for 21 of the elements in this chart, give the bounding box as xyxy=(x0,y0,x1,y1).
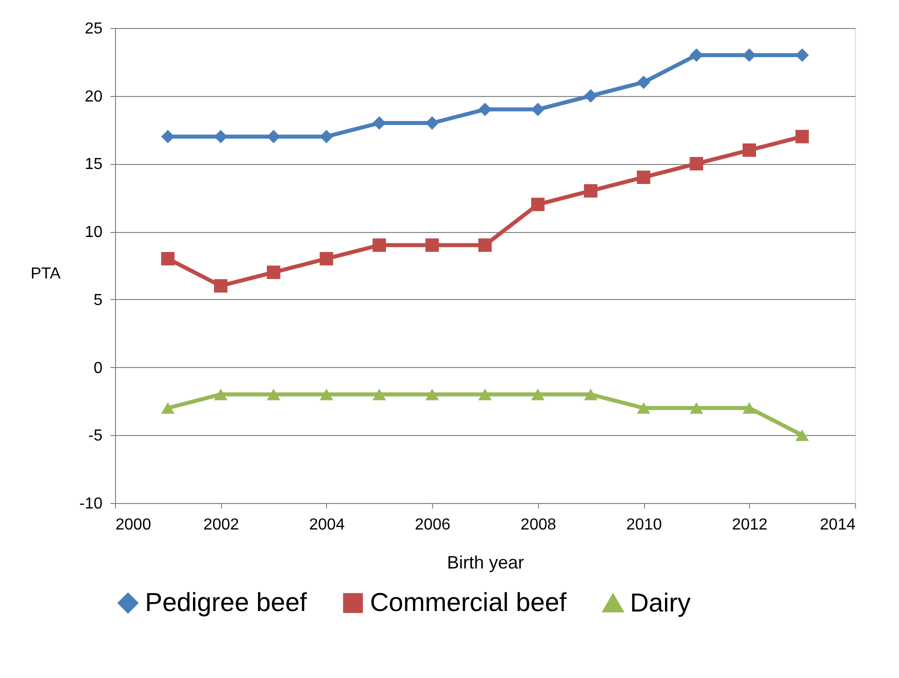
x-axis-title: Birth year xyxy=(446,552,524,572)
y-tick-label: 10 xyxy=(84,224,103,242)
x-tick-label: 2006 xyxy=(414,516,451,534)
legend-label: Dairy xyxy=(630,588,691,618)
y-tick-label: -5 xyxy=(88,428,103,445)
y-tick-label: 0 xyxy=(94,360,103,377)
x-tick-label: 2002 xyxy=(203,516,240,534)
x-tick-label: 2014 xyxy=(820,516,856,534)
x-tick-label: 2012 xyxy=(732,516,768,534)
y-tick-label: -10 xyxy=(79,496,103,512)
x-tick-label: 2008 xyxy=(520,516,556,534)
x-tick-label: 2004 xyxy=(309,516,345,534)
y-tick-label: 25 xyxy=(84,20,103,38)
x-tick-label: 2000 xyxy=(116,516,152,534)
y-tick-label: 5 xyxy=(94,292,103,309)
y-axis-title: PTA xyxy=(30,266,61,282)
y-tick-label: 20 xyxy=(84,88,103,106)
y-tick-label: 15 xyxy=(84,156,103,174)
x-tick-label: 2010 xyxy=(626,516,662,534)
legend-label: Commercial beef xyxy=(370,587,568,618)
legend-label: Pedigree beef xyxy=(145,587,308,618)
